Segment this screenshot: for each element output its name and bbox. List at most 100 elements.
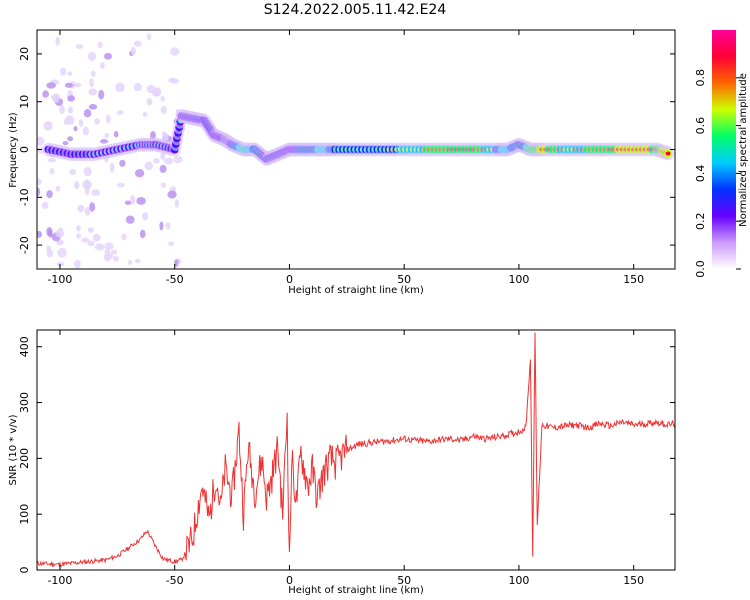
- noise-blob: [74, 180, 80, 190]
- noise-blob: [43, 121, 53, 131]
- spectrogram-x-ticks: -100 -50 0 50 100 150: [47, 30, 644, 286]
- noise-blob: [94, 118, 100, 125]
- noise-blob: [87, 240, 95, 247]
- noise-blob: [161, 132, 169, 142]
- snr-y-ticks: 0 100 200 300 400: [18, 336, 675, 574]
- x-tick-label: -50: [166, 273, 184, 286]
- noise-blob: [150, 130, 156, 140]
- noise-blob: [117, 182, 125, 188]
- colorbar-tick-label: 0.8: [694, 69, 707, 87]
- noise-blob: [57, 247, 67, 258]
- noise-blob: [115, 82, 125, 93]
- noise-blob: [89, 202, 96, 212]
- y-tick-label: -10: [18, 188, 31, 206]
- noise-blob: [94, 243, 105, 251]
- noise-blob: [100, 62, 105, 70]
- noise-blob: [59, 105, 65, 114]
- noise-blob: [47, 157, 56, 163]
- spectrogram-y-ticks: -20 -10 0 10 20: [18, 47, 675, 254]
- noise-blob: [46, 190, 53, 199]
- noise-blob: [174, 199, 180, 208]
- x-tick-label: 100: [508, 574, 529, 587]
- noise-blob: [60, 67, 66, 76]
- noise-blob: [67, 71, 73, 76]
- noise-blob: [168, 241, 175, 246]
- noise-blob: [37, 178, 42, 185]
- noise-blob: [142, 212, 149, 221]
- noise-blob: [130, 194, 136, 205]
- noise-blob: [116, 110, 124, 115]
- noise-blob: [134, 169, 145, 178]
- noise-blob: [134, 258, 141, 264]
- noise-blob: [134, 40, 142, 47]
- figure-title: S124.2022.005.11.42.E24: [264, 2, 447, 18]
- colorbar: 0.0 0.2 0.4 0.6 0.8 Normalized spectral ampl…: [694, 30, 749, 278]
- noise-blob: [105, 114, 111, 124]
- spectrogram-y-label: Frequency (Hz): [8, 112, 19, 188]
- noise-blob: [37, 187, 41, 197]
- noise-blob: [83, 108, 92, 118]
- noise-blob: [46, 245, 52, 252]
- noise-blob: [91, 189, 101, 196]
- noise-blob: [63, 118, 69, 125]
- noise-blob: [62, 141, 69, 146]
- x-tick-label: -100: [47, 574, 72, 587]
- noise-blob: [165, 222, 171, 230]
- noise-blob: [90, 70, 96, 77]
- snr-x-label: Height of straight line (km): [288, 585, 424, 596]
- noise-blob: [83, 166, 92, 177]
- noise-blob: [139, 229, 146, 239]
- x-tick-label: 0: [286, 574, 293, 587]
- x-tick-label: 0: [286, 273, 293, 286]
- noise-blob: [78, 119, 84, 127]
- noise-blob: [133, 83, 143, 92]
- noise-blob: [88, 88, 98, 96]
- colorbar-gradient: [712, 30, 736, 269]
- noise-blob: [119, 159, 126, 167]
- noise-blob: [104, 242, 114, 250]
- noise-blob: [163, 157, 174, 165]
- x-tick-label: 50: [397, 273, 411, 286]
- noise-blob: [55, 185, 61, 192]
- noise-blob: [52, 93, 60, 104]
- noise-blob: [76, 233, 82, 239]
- noise-blob: [104, 132, 110, 139]
- noise-blob: [146, 84, 156, 94]
- y-tick-label: -20: [18, 236, 31, 254]
- noise-blob: [103, 52, 113, 60]
- x-tick-label: 100: [508, 273, 529, 286]
- noise-blob: [67, 106, 73, 114]
- noise-blob: [146, 98, 153, 106]
- x-tick-label: 150: [623, 574, 644, 587]
- noise-blob: [82, 180, 92, 190]
- noise-blob: [48, 229, 53, 238]
- noise-blob: [87, 51, 97, 61]
- noise-blob: [37, 136, 45, 146]
- noise-blob: [55, 36, 60, 46]
- y-tick-label: 100: [18, 504, 31, 525]
- noise-blob: [146, 33, 152, 41]
- noise-blob: [160, 182, 167, 188]
- noise-blob: [159, 221, 164, 231]
- colorbar-tick-label: 0.2: [694, 212, 707, 230]
- noise-blob: [76, 225, 81, 232]
- noise-blob: [67, 136, 74, 142]
- x-tick-label: 150: [623, 273, 644, 286]
- noise-blob: [89, 78, 95, 88]
- noise-blob: [98, 89, 105, 100]
- noise-blob: [37, 230, 43, 238]
- noise-blob: [100, 139, 109, 144]
- noise-blob: [109, 162, 115, 173]
- noise-blob: [92, 233, 101, 242]
- ridge-core: [665, 151, 671, 156]
- noise-blob: [121, 233, 127, 241]
- noise-blob: [103, 253, 112, 262]
- noise-blob: [73, 82, 82, 88]
- noise-blob: [73, 125, 78, 132]
- noise-blob: [142, 111, 148, 118]
- noise-blob: [167, 190, 177, 199]
- snr-panel: -100 -50 0 50 100 150 0 100 200 300 400 Height of…: [8, 329, 676, 596]
- colorbar-tick-label: 0.6: [694, 117, 707, 135]
